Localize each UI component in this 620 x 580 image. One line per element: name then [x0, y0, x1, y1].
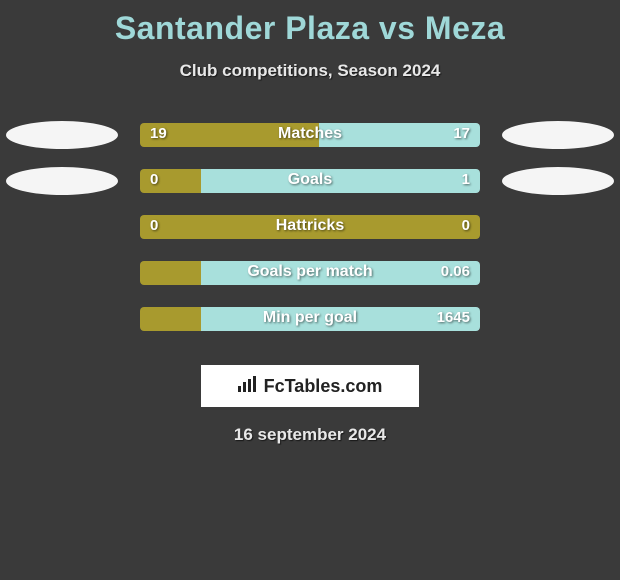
page-title: Santander Plaza vs Meza [0, 0, 620, 47]
stat-row: Goals01 [0, 167, 620, 213]
bar-fill-right [319, 123, 480, 147]
team-logo-left [6, 121, 118, 149]
stat-bar: Matches1917 [140, 123, 480, 147]
logo-text: FcTables.com [264, 376, 383, 397]
bar-fill-left [140, 169, 201, 193]
bar-fill-left [140, 215, 480, 239]
page-subtitle: Club competitions, Season 2024 [0, 61, 620, 81]
comparison-widget: Santander Plaza vs Meza Club competition… [0, 0, 620, 445]
stat-bar: Goals per match0.06 [140, 261, 480, 285]
chart-icon [238, 376, 258, 397]
date-line: 16 september 2024 [0, 425, 620, 445]
stats-area: Matches1917 Goals01 Hattricks00 Goals per m… [0, 121, 620, 351]
bar-fill-right [201, 307, 480, 331]
stat-bar: Min per goal1645 [140, 307, 480, 331]
stat-row: Hattricks00 [0, 213, 620, 259]
bar-fill-left [140, 123, 319, 147]
bar-fill-left [140, 307, 201, 331]
stat-row: Min per goal1645 [0, 305, 620, 351]
team-logo-right [502, 167, 614, 195]
bar-fill-right [201, 169, 480, 193]
stat-row: Matches1917 [0, 121, 620, 167]
bar-fill-left [140, 261, 201, 285]
logo-box[interactable]: FcTables.com [201, 365, 419, 407]
stat-row: Goals per match0.06 [0, 259, 620, 305]
stat-bar: Goals01 [140, 169, 480, 193]
stat-bar: Hattricks00 [140, 215, 480, 239]
bar-fill-right [201, 261, 480, 285]
team-logo-right [502, 121, 614, 149]
team-logo-left [6, 167, 118, 195]
